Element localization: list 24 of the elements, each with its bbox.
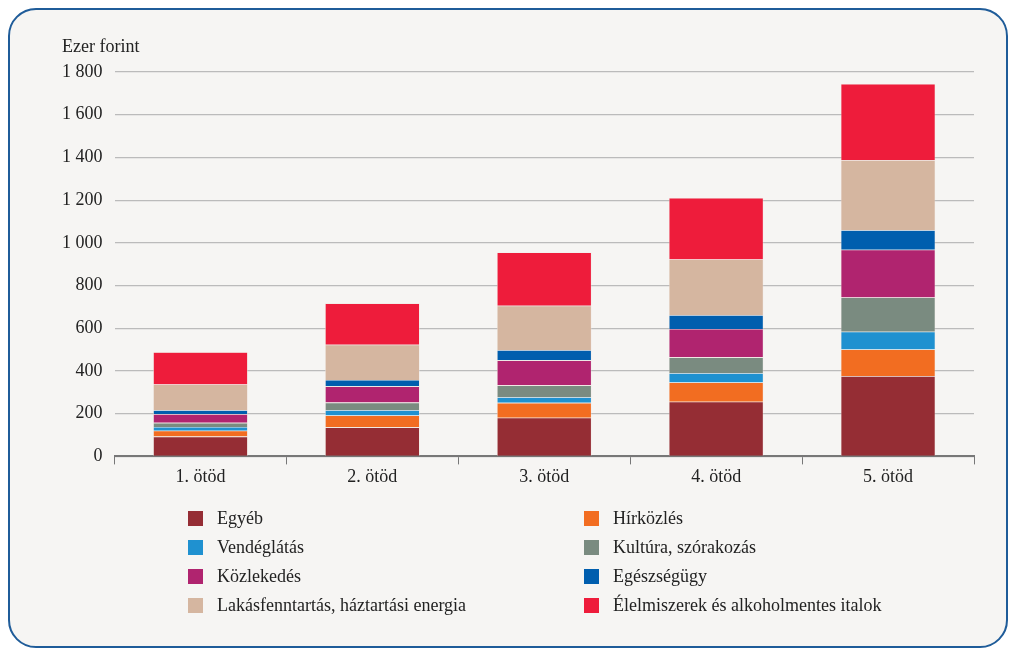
y-tick-label: 1 600 [62, 103, 103, 124]
y-tick-label: 1 200 [62, 188, 103, 209]
y-tick-label: 0 [93, 445, 103, 466]
y-tick-label: 1 000 [62, 231, 103, 252]
y-tick-label: 1 800 [62, 60, 103, 81]
y-axis-title: Ezer forint [62, 36, 140, 57]
legend-label: Lakásfenntartás, háztartási energia [217, 595, 467, 616]
x-tick-label: 5. ötöd [863, 465, 914, 486]
y-tick-label: 1 400 [62, 146, 103, 167]
x-tick-label: 4. ötöd [691, 465, 742, 486]
legend-label: Közlekedés [217, 566, 301, 587]
x-tick-label: 3. ötöd [519, 465, 570, 486]
legend-label: Hírközlés [613, 508, 683, 529]
legend-label: Egyéb [217, 508, 263, 529]
y-tick-label: 400 [75, 359, 103, 380]
y-tick-label: 600 [75, 317, 103, 337]
legend-label: Élelmiszerek és alkoholmentes italok [613, 595, 882, 616]
legend-label: Kultúra, szórakozás [613, 537, 756, 558]
y-tick-label: 800 [75, 274, 103, 295]
legend-label: Egészségügy [613, 566, 707, 587]
legend-label: Vendéglátás [217, 537, 304, 558]
x-tick-label: 2. ötöd [347, 465, 398, 486]
x-tick-label: 1. ötöd [175, 465, 226, 486]
y-tick-label: 200 [75, 402, 103, 423]
